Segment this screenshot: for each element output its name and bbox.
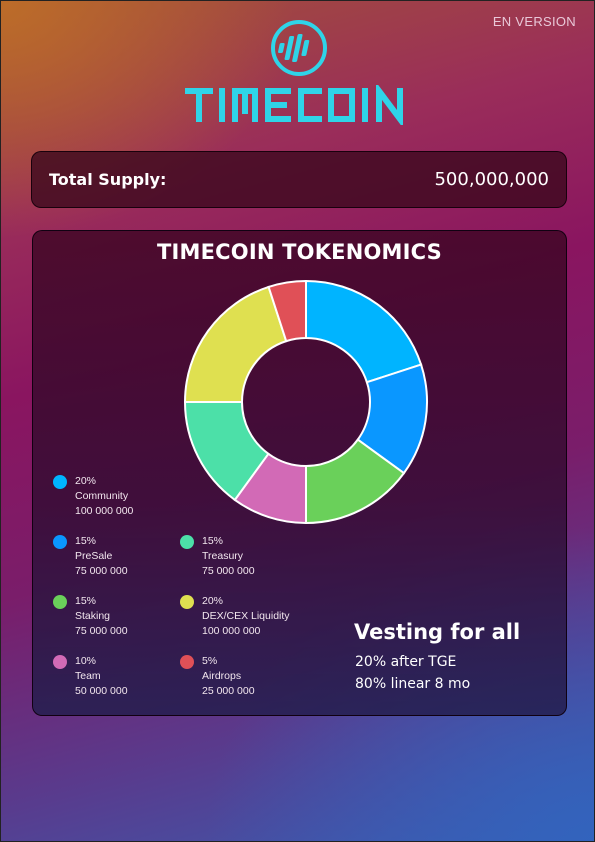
legend-amount: 75 000 000 (202, 565, 255, 577)
legend-amount: 25 000 000 (202, 685, 255, 697)
legend-percent-label: 20% (202, 595, 224, 607)
legend-color-swatch (53, 535, 67, 549)
legend-percent-label: 15% (75, 535, 97, 547)
legend-amount: 75 000 000 (75, 625, 128, 637)
total-supply-value: 500,000,000 (434, 169, 549, 190)
legend-amount: 50 000 000 (75, 685, 128, 697)
legend-name: Airdrops (202, 670, 242, 682)
legend-name: Staking (75, 610, 111, 622)
legend-amount: 100 000 000 (202, 625, 261, 637)
timecoin-wordmark-logo (185, 85, 403, 125)
vesting-line-1: 20% after TGE (355, 654, 457, 670)
legend-name: DEX/CEX Liquidity (202, 610, 290, 622)
vesting-title: Vesting for all (354, 620, 521, 644)
legend-percent-label: 10% (75, 655, 97, 667)
tokenomics-card: TIMECOIN TOKENOMICS 20% Community 100 000 … (32, 230, 567, 716)
donut-slice-dex-cex-liquidity (183, 285, 288, 403)
tokenomics-title: TIMECOIN TOKENOMICS (156, 240, 442, 264)
total-supply-label: Total Supply: (49, 170, 167, 189)
language-toggle[interactable]: EN VERSION (492, 14, 576, 29)
legend-name: Treasury (202, 550, 244, 562)
vesting-line-2: 80% linear 8 mo (355, 676, 471, 692)
legend-color-swatch (180, 595, 194, 609)
tokenomics-donut-chart (183, 279, 428, 525)
legend-color-swatch (180, 655, 194, 669)
legend-color-swatch (53, 595, 67, 609)
timecoin-logo-icon (271, 20, 327, 76)
legend-color-swatch (53, 655, 67, 669)
legend-amount: 100 000 000 (75, 505, 134, 517)
donut-slice-community (305, 279, 423, 384)
donut-slice-airdrops (267, 279, 307, 343)
legend-percent-label: 20% (75, 475, 97, 487)
legend-percent-label: 5% (202, 655, 218, 667)
legend-color-swatch (180, 535, 194, 549)
legend-amount: 75 000 000 (75, 565, 128, 577)
legend-name: Community (75, 490, 129, 502)
legend-name: PreSale (75, 550, 113, 562)
legend-color-swatch (53, 475, 67, 489)
legend-percent-label: 15% (202, 535, 224, 547)
legend-name: Team (75, 670, 101, 682)
total-supply-panel: Total Supply: 500,000,000 (31, 151, 567, 208)
legend-percent-label: 15% (75, 595, 97, 607)
